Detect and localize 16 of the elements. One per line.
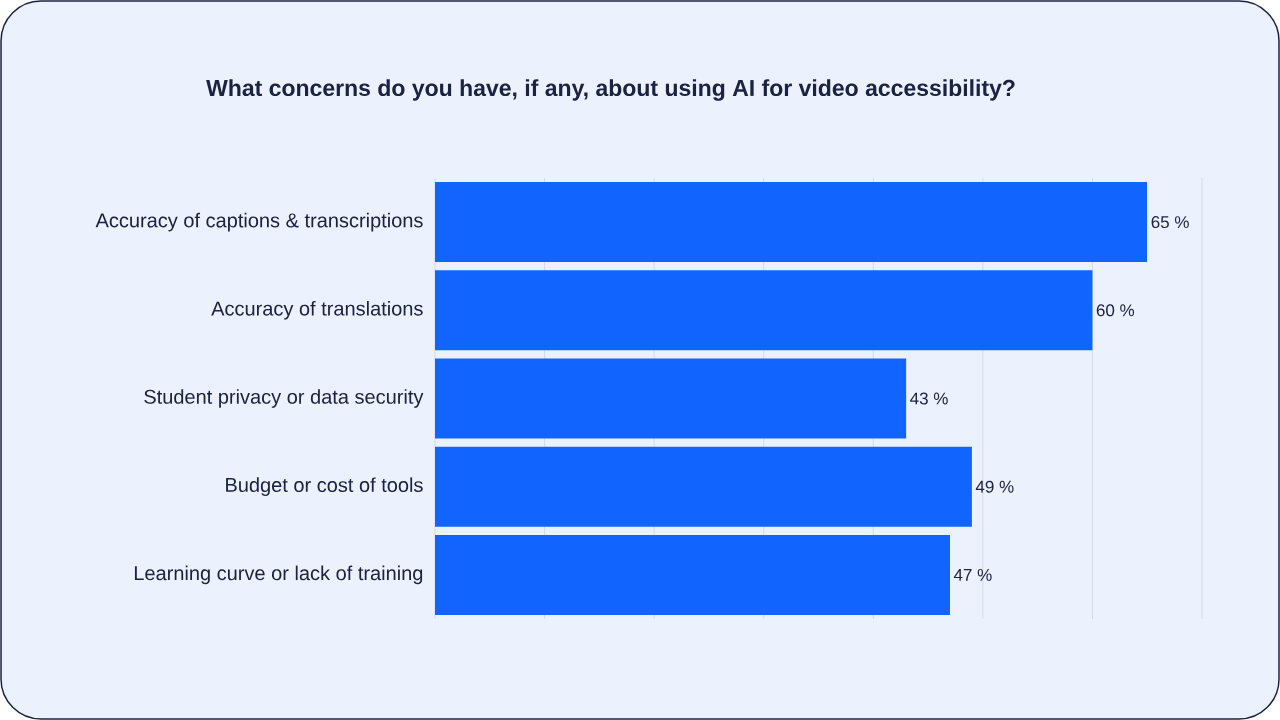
data-label: 49 % [975, 480, 1014, 493]
data-label: 47 % [953, 568, 992, 581]
y-tick-label: Student privacy or data security [144, 389, 424, 408]
bar [435, 270, 1093, 351]
bar [435, 446, 972, 527]
chart-title: What concerns do you have, if any, about using AI for video accessibility? [206, 79, 1015, 101]
data-label: 65 % [1151, 216, 1189, 229]
y-tick-label: Learning curve or lack of training [134, 565, 423, 585]
bar [435, 534, 950, 615]
bar [435, 182, 1148, 263]
y-tick-label: Accuracy of translations [211, 300, 423, 320]
bar [435, 358, 907, 439]
data-label: 43 % [910, 392, 948, 405]
y-tick-label: Budget or cost of tools [226, 477, 423, 497]
y-tick-label: Accuracy of captions & transcriptions [95, 212, 423, 232]
data-label: 60 % [1096, 304, 1135, 317]
